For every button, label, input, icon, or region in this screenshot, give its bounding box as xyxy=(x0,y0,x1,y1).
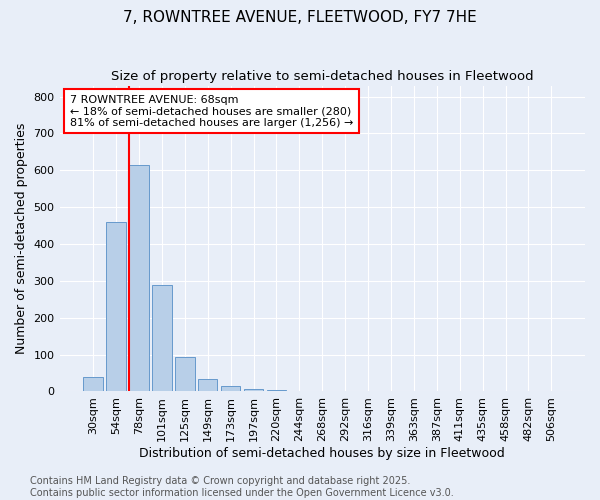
Bar xyxy=(221,386,241,392)
Title: Size of property relative to semi-detached houses in Fleetwood: Size of property relative to semi-detach… xyxy=(111,70,533,83)
Bar xyxy=(129,165,149,392)
Bar xyxy=(198,380,217,392)
Bar xyxy=(106,222,126,392)
Y-axis label: Number of semi-detached properties: Number of semi-detached properties xyxy=(15,123,28,354)
Text: Contains HM Land Registry data © Crown copyright and database right 2025.
Contai: Contains HM Land Registry data © Crown c… xyxy=(30,476,454,498)
Bar xyxy=(175,357,194,392)
Bar xyxy=(152,284,172,392)
Bar xyxy=(267,390,286,392)
Text: 7, ROWNTREE AVENUE, FLEETWOOD, FY7 7HE: 7, ROWNTREE AVENUE, FLEETWOOD, FY7 7HE xyxy=(123,10,477,25)
Text: 7 ROWNTREE AVENUE: 68sqm
← 18% of semi-detached houses are smaller (280)
81% of : 7 ROWNTREE AVENUE: 68sqm ← 18% of semi-d… xyxy=(70,94,353,128)
Bar xyxy=(244,388,263,392)
X-axis label: Distribution of semi-detached houses by size in Fleetwood: Distribution of semi-detached houses by … xyxy=(139,447,505,460)
Bar xyxy=(83,376,103,392)
